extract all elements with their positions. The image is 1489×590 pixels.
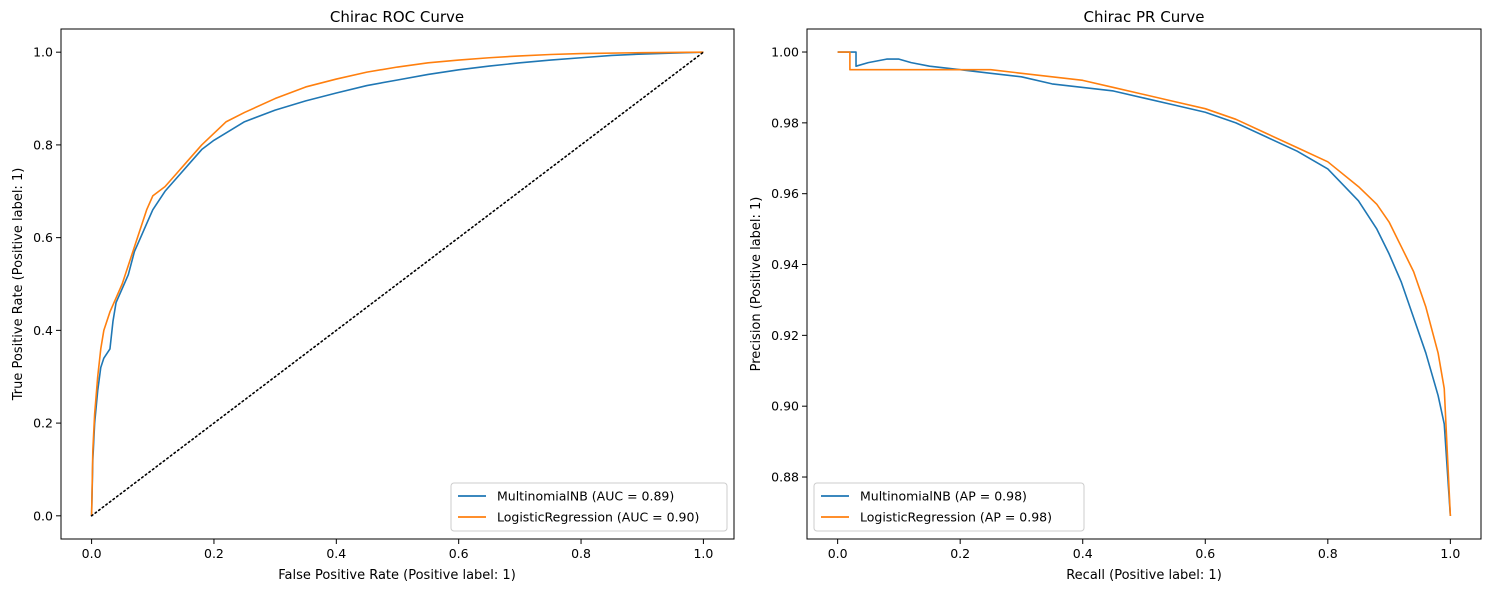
roc-legend-label-0: MultinomialNB (AUC = 0.89) xyxy=(497,489,674,504)
roc-x-tick-label: 0.4 xyxy=(326,546,346,561)
roc-x-tick-label: 1.0 xyxy=(693,546,713,561)
roc-chance-line xyxy=(90,51,705,517)
pr-legend-label-1: LogisticRegression (AP = 0.98) xyxy=(860,510,1052,525)
roc-y-tick-label: 0.8 xyxy=(33,137,53,152)
roc-ticks: 0.0 0.2 0.4 0.6 0.8 1.0 0.0 0.2 0.4 0.6 0.8 1.0 xyxy=(33,45,713,561)
pr-x-tick-label: 0.0 xyxy=(828,546,848,561)
roc-series xyxy=(90,51,705,517)
pr-series-line-1 xyxy=(837,51,1452,517)
pr-x-tick-label: 0.2 xyxy=(950,546,970,561)
pr-ticks: 0.0 0.2 0.4 0.6 0.8 1.0 0.88 0.90 0.92 0.94 0.96 0.… xyxy=(771,45,1460,561)
pr-y-tick-label: 0.90 xyxy=(771,399,799,414)
pr-x-tick-label: 1.0 xyxy=(1440,546,1460,561)
pr-y-tick-label: 0.96 xyxy=(771,186,799,201)
roc-chart: Chirac ROC Curve False Positive Rate (Po… xyxy=(11,8,735,583)
pr-y-tick-label: 0.92 xyxy=(771,328,799,343)
roc-series-line-0 xyxy=(90,51,704,516)
roc-y-tick-label: 0.2 xyxy=(33,416,53,431)
roc-y-tick-label: 0.6 xyxy=(33,230,53,245)
pr-series xyxy=(837,51,1452,517)
roc-series-line-1 xyxy=(90,51,704,516)
roc-chart-title: Chirac ROC Curve xyxy=(330,8,464,26)
roc-y-tick-label: 1.0 xyxy=(33,45,53,60)
roc-x-tick-label: 0.0 xyxy=(82,546,102,561)
roc-legend-box xyxy=(450,482,728,532)
pr-x-tick-label: 0.8 xyxy=(1318,546,1338,561)
pr-y-tick-label: 0.98 xyxy=(771,115,799,130)
roc-x-tick-label: 0.6 xyxy=(449,546,469,561)
roc-x-tick-label: 0.8 xyxy=(571,546,591,561)
pr-series-line-0 xyxy=(837,51,1452,517)
pr-y-axis-label: Precision (Positive label: 1) xyxy=(749,197,764,372)
pr-y-tick-label: 0.88 xyxy=(771,470,799,485)
roc-legend-label-1: LogisticRegression (AUC = 0.90) xyxy=(497,510,699,525)
roc-legend: MultinomialNB (AUC = 0.89) LogisticRegres… xyxy=(450,482,728,532)
roc-plot-frame xyxy=(60,28,735,540)
pr-legend: MultinomialNB (AP = 0.98) LogisticRegress… xyxy=(813,482,1085,532)
pr-x-axis-label: Recall (Positive label: 1) xyxy=(1066,568,1222,583)
pr-legend-box xyxy=(813,482,1085,532)
roc-y-tick-label: 0.4 xyxy=(33,323,53,338)
roc-x-axis-label: False Positive Rate (Positive label: 1) xyxy=(278,568,516,583)
pr-x-tick-label: 0.4 xyxy=(1073,546,1093,561)
pr-legend-label-0: MultinomialNB (AP = 0.98) xyxy=(860,489,1027,504)
pr-y-tick-label: 1.00 xyxy=(771,45,799,60)
pr-plot-frame xyxy=(806,28,1482,540)
pr-chart-title: Chirac PR Curve xyxy=(1083,8,1204,26)
pr-y-tick-label: 0.94 xyxy=(771,257,799,272)
pr-x-tick-label: 0.6 xyxy=(1195,546,1215,561)
pr-chart: Chirac PR Curve Recall (Positive label: … xyxy=(749,8,1482,583)
roc-y-axis-label: True Positive Rate (Positive label: 1) xyxy=(11,168,26,402)
roc-y-tick-label: 0.0 xyxy=(33,508,53,523)
roc-x-tick-label: 0.2 xyxy=(204,546,224,561)
